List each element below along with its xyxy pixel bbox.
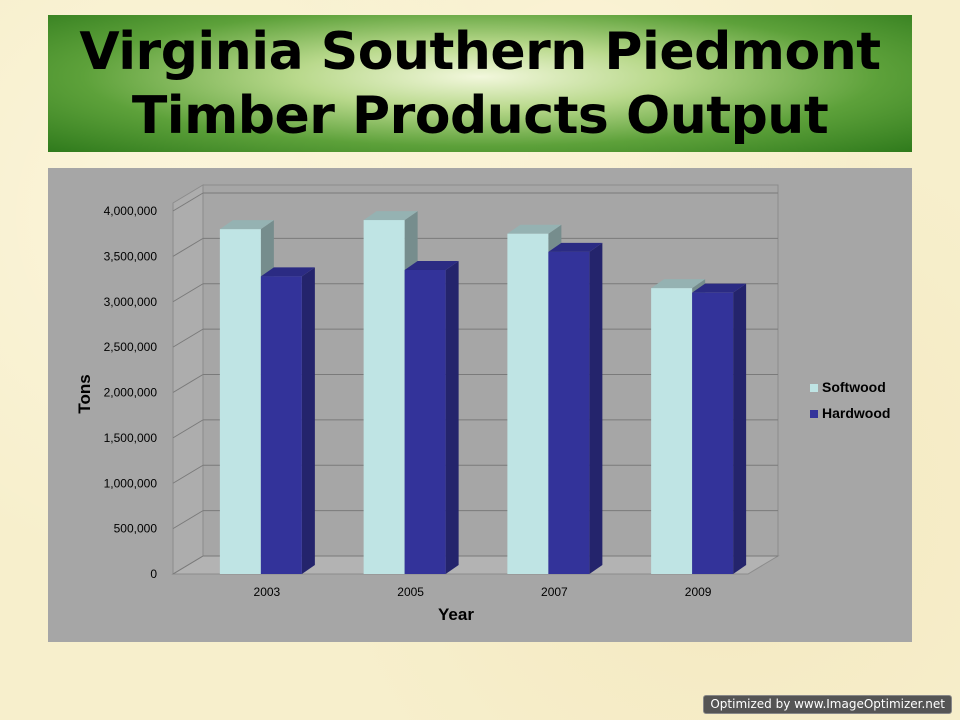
chart-panel: Tons Year 0 500,000 1,000,000 1,500,000 2,00…: [48, 168, 912, 642]
bar-top: [651, 279, 706, 289]
y-tick-label: 3,500,000: [104, 249, 158, 263]
legend-swatch: [810, 384, 818, 392]
gridline-side: [172, 283, 204, 303]
gridline-side: [172, 237, 204, 257]
gridline-side: [172, 555, 204, 575]
bar-side: [733, 283, 747, 574]
x-tick-label: 2003: [254, 585, 281, 599]
bar-front: [404, 269, 446, 574]
bar-side: [301, 267, 315, 574]
legend-item-softwood: Softwood: [810, 379, 886, 395]
x-tick-label: 2009: [685, 585, 712, 599]
bar-top: [548, 242, 603, 252]
x-tick-label: 2005: [397, 585, 424, 599]
grid-layer: [171, 184, 780, 575]
label-layer: Tons Year 0 500,000 1,000,000 1,500,000 2,00…: [75, 204, 712, 624]
y-tick-label: 1,000,000: [104, 476, 158, 490]
bar-front: [363, 220, 405, 574]
bar-front: [260, 276, 302, 574]
y-tick-label: 2,500,000: [104, 340, 158, 354]
bar-top: [219, 220, 274, 230]
bar-top: [260, 267, 315, 277]
bar-hardwood-2007: [548, 242, 603, 574]
y-tick-label: 500,000: [114, 522, 158, 536]
gridline-side: [172, 510, 204, 530]
legend-item-hardwood: Hardwood: [810, 405, 890, 421]
legend-swatch: [810, 410, 818, 418]
bar-side: [589, 242, 603, 574]
bar-front: [651, 288, 693, 574]
bar-front: [507, 233, 549, 574]
legend-label: Softwood: [822, 379, 886, 395]
bar-front: [692, 292, 734, 574]
y-tick-label: 3,000,000: [104, 295, 158, 309]
bar-hardwood-2003: [260, 267, 315, 574]
bar-chart: Tons Year 0 500,000 1,000,000 1,500,000 2,00…: [75, 184, 890, 624]
y-axis-title: Tons: [75, 374, 94, 413]
bar-side: [445, 260, 459, 574]
title-line-1: Virginia Southern Piedmont: [79, 21, 881, 82]
gridline-side: [172, 328, 204, 348]
x-tick-label: 2007: [541, 585, 568, 599]
watermark: Optimized by www.ImageOptimizer.net: [703, 695, 952, 714]
gridline-side: [172, 192, 204, 212]
legend-label: Hardwood: [822, 405, 890, 421]
bar-layer: [219, 211, 747, 574]
gridline-side: [172, 419, 204, 439]
side-wall: [172, 184, 204, 575]
gridline-side: [172, 464, 204, 484]
y-tick-label: 0: [150, 567, 157, 581]
x-axis-title: Year: [438, 605, 474, 624]
legend: Softwood Hardwood: [810, 379, 890, 421]
bar-top: [404, 260, 459, 270]
bar-front: [548, 251, 590, 574]
bar-front: [219, 229, 261, 574]
y-tick-label: 1,500,000: [104, 431, 158, 445]
bar-hardwood-2009: [692, 283, 747, 574]
bar-top: [692, 283, 747, 293]
title-line-2: Timber Products Output: [131, 85, 829, 146]
y-tick-label: 2,000,000: [104, 386, 158, 400]
gridline-side: [172, 374, 204, 393]
y-tick-label: 4,000,000: [104, 204, 158, 218]
bar-top: [507, 224, 562, 234]
bar-top: [363, 211, 418, 221]
bar-hardwood-2005: [404, 260, 459, 574]
title-banner: Virginia Southern Piedmont Timber Produc…: [48, 15, 912, 152]
